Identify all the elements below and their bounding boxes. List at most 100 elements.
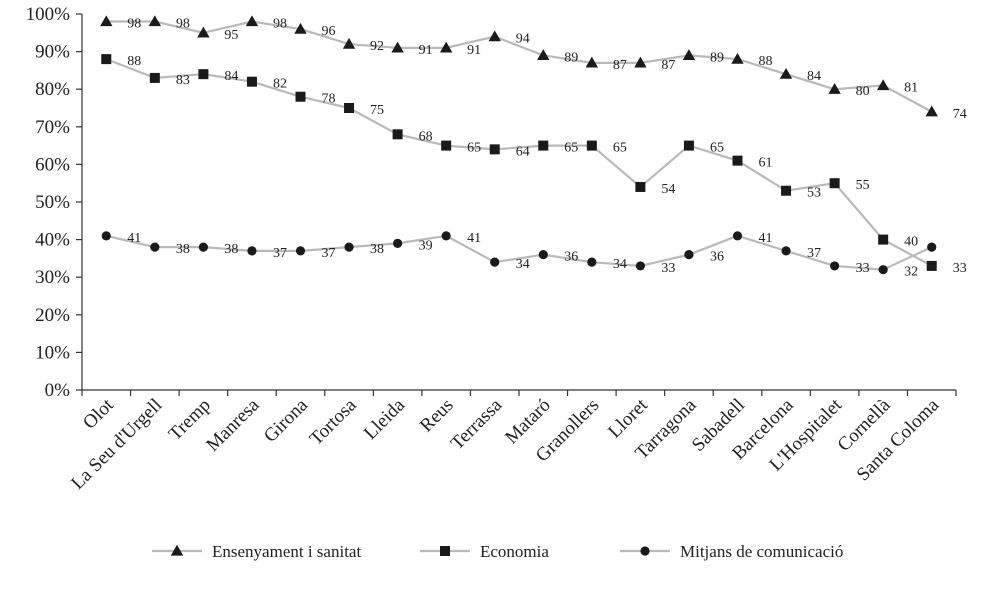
data-point bbox=[393, 238, 403, 248]
y-tick-label: 90% bbox=[35, 42, 70, 63]
data-point bbox=[926, 260, 937, 271]
legend-label: Ensenyament i sanitat bbox=[212, 542, 361, 561]
data-label: 88 bbox=[127, 54, 141, 69]
legend-label: Mitjans de comunicació bbox=[680, 542, 843, 561]
data-point bbox=[294, 22, 307, 34]
data-point bbox=[246, 76, 257, 87]
data-point bbox=[779, 67, 793, 79]
data-point bbox=[731, 52, 744, 64]
data-point bbox=[927, 242, 937, 252]
x-category-label: Tortosa bbox=[306, 394, 361, 449]
data-label: 39 bbox=[419, 238, 433, 253]
data-point bbox=[682, 49, 696, 61]
series-1: 98 98 95 98 96 92 91 91 94 89 87 87 89 88 84 80 81 74 bbox=[100, 15, 967, 122]
data-label: 36 bbox=[710, 250, 724, 265]
data-point bbox=[101, 54, 112, 65]
data-point bbox=[391, 41, 404, 53]
y-tick-label: 70% bbox=[35, 117, 70, 138]
y-tick-label: 100% bbox=[26, 4, 71, 25]
data-label: 89 bbox=[564, 50, 578, 65]
data-point bbox=[439, 41, 453, 53]
y-tick-label: 0% bbox=[45, 380, 71, 401]
data-point bbox=[149, 72, 160, 83]
data-label: 34 bbox=[516, 257, 530, 272]
data-label: 98 bbox=[127, 17, 141, 32]
data-point bbox=[150, 242, 160, 252]
data-label: 81 bbox=[904, 80, 918, 95]
data-label: 32 bbox=[904, 265, 918, 280]
data-point bbox=[830, 261, 840, 271]
data-point bbox=[101, 231, 111, 241]
data-point bbox=[878, 265, 888, 275]
y-tick-label: 20% bbox=[35, 305, 70, 326]
data-label: 37 bbox=[322, 246, 336, 261]
legend-marker bbox=[640, 546, 650, 556]
data-point bbox=[197, 26, 210, 38]
data-point bbox=[781, 246, 791, 256]
data-point bbox=[490, 257, 500, 267]
y-axis-ticks: 0% 10% 20% 30% 40% 50% 60% 70% 80% 90% 100% bbox=[26, 4, 82, 401]
y-tick-label: 50% bbox=[35, 192, 70, 213]
data-point bbox=[635, 261, 645, 271]
data-point bbox=[586, 140, 597, 151]
data-point bbox=[392, 129, 403, 140]
data-label: 41 bbox=[759, 231, 773, 246]
series-line bbox=[105, 58, 933, 267]
data-point bbox=[684, 250, 694, 260]
x-category-label: Manresa bbox=[202, 394, 264, 456]
data-point bbox=[635, 181, 646, 192]
data-point bbox=[198, 242, 208, 252]
y-tick-label: 60% bbox=[35, 154, 70, 175]
y-tick-label: 10% bbox=[35, 342, 70, 363]
data-point bbox=[342, 37, 356, 49]
data-point bbox=[198, 69, 209, 80]
data-label: 95 bbox=[224, 28, 238, 43]
data-label: 87 bbox=[613, 58, 627, 73]
legend-item: Mitjans de comunicació bbox=[620, 542, 843, 561]
chart-legend: Ensenyament i sanitat Economia Mitjans de … bbox=[152, 542, 843, 561]
data-label: 33 bbox=[953, 261, 967, 276]
data-label: 98 bbox=[273, 17, 287, 32]
data-point bbox=[878, 234, 889, 245]
data-label: 68 bbox=[419, 129, 433, 144]
data-label: 37 bbox=[807, 246, 821, 261]
data-label: 75 bbox=[370, 103, 384, 118]
data-point bbox=[100, 15, 113, 27]
x-category-label: Reus bbox=[416, 395, 458, 437]
data-label: 38 bbox=[176, 242, 190, 257]
data-label: 40 bbox=[904, 235, 918, 250]
data-label: 41 bbox=[467, 231, 481, 246]
series-line bbox=[106, 234, 933, 271]
data-label: 94 bbox=[516, 32, 530, 47]
data-point bbox=[148, 15, 162, 27]
data-label: 88 bbox=[759, 54, 773, 69]
data-label: 82 bbox=[273, 77, 287, 92]
data-label: 38 bbox=[224, 242, 238, 257]
data-label: 61 bbox=[759, 156, 773, 171]
data-label: 78 bbox=[322, 92, 336, 107]
data-label: 91 bbox=[419, 43, 433, 58]
data-point bbox=[245, 15, 259, 27]
data-point bbox=[538, 140, 549, 151]
data-point bbox=[732, 231, 743, 241]
data-label: 91 bbox=[467, 43, 481, 58]
data-label: 34 bbox=[613, 257, 627, 272]
y-tick-label: 80% bbox=[35, 79, 70, 100]
data-label: 65 bbox=[564, 141, 578, 156]
data-point bbox=[489, 144, 500, 155]
data-point bbox=[781, 185, 792, 196]
data-label: 55 bbox=[856, 178, 870, 193]
data-label: 65 bbox=[710, 141, 724, 156]
legend-label: Economia bbox=[480, 542, 549, 561]
y-tick-label: 30% bbox=[35, 267, 70, 288]
data-label: 74 bbox=[953, 107, 967, 122]
data-label: 84 bbox=[224, 69, 238, 84]
data-point bbox=[829, 178, 840, 189]
chart-axes bbox=[81, 14, 956, 391]
data-point bbox=[925, 105, 938, 117]
data-label: 83 bbox=[176, 73, 190, 88]
data-label: 37 bbox=[273, 246, 287, 261]
data-point bbox=[538, 250, 548, 260]
